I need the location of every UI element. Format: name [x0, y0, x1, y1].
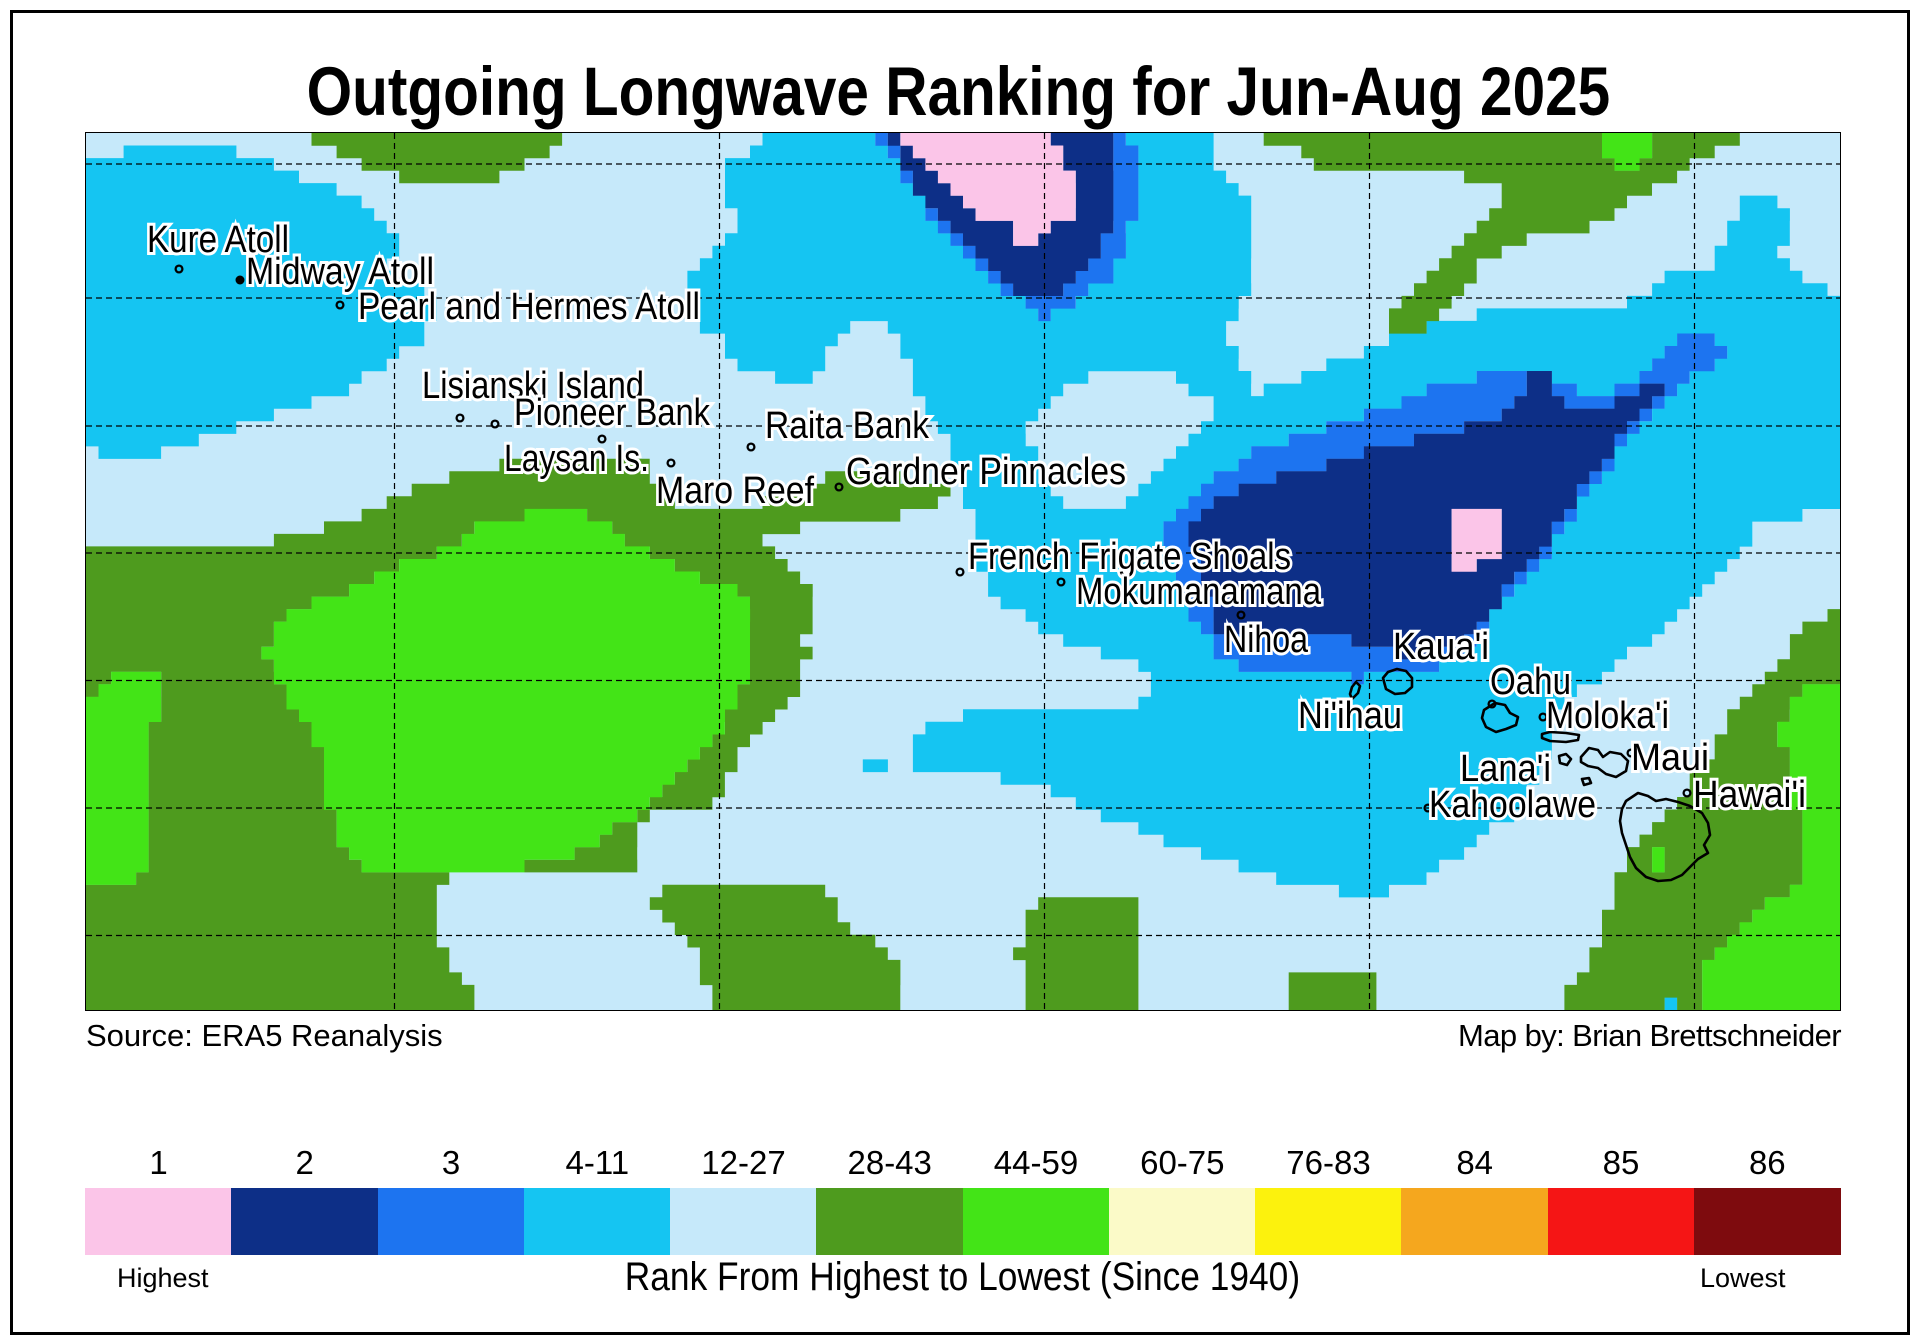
svg-text:Kahoolawe: Kahoolawe — [1429, 784, 1596, 826]
svg-text:Kure Atoll: Kure Atoll — [147, 219, 289, 261]
svg-text:Midway Atoll: Midway Atoll — [246, 251, 434, 293]
svg-text:Hawai'i: Hawai'i — [1693, 774, 1806, 816]
svg-text:French Frigate Shoals: French Frigate Shoals — [968, 536, 1291, 578]
svg-text:Mokumanamana: Mokumanamana — [1076, 571, 1322, 613]
svg-text:Lana'i: Lana'i — [1460, 748, 1551, 790]
svg-text:Pioneer Bank: Pioneer Bank — [514, 392, 711, 434]
svg-text:Laysan Is.: Laysan Is. — [504, 438, 649, 480]
svg-text:Maro Reef: Maro Reef — [656, 470, 814, 512]
svg-text:Gardner Pinnacles: Gardner Pinnacles — [846, 451, 1126, 493]
svg-text:Maui: Maui — [1631, 737, 1709, 779]
svg-text:Ni'ihau: Ni'ihau — [1298, 695, 1402, 737]
svg-text:Kaua'i: Kaua'i — [1393, 626, 1489, 668]
svg-text:Pearl and Hermes Atoll: Pearl and Hermes Atoll — [358, 286, 700, 328]
svg-text:Lisianski Island: Lisianski Island — [422, 365, 644, 407]
svg-text:Moloka'i: Moloka'i — [1546, 695, 1669, 737]
svg-text:Raita Bank: Raita Bank — [765, 405, 930, 447]
svg-text:Oahu: Oahu — [1490, 661, 1571, 703]
svg-text:Nihoa: Nihoa — [1224, 619, 1309, 661]
